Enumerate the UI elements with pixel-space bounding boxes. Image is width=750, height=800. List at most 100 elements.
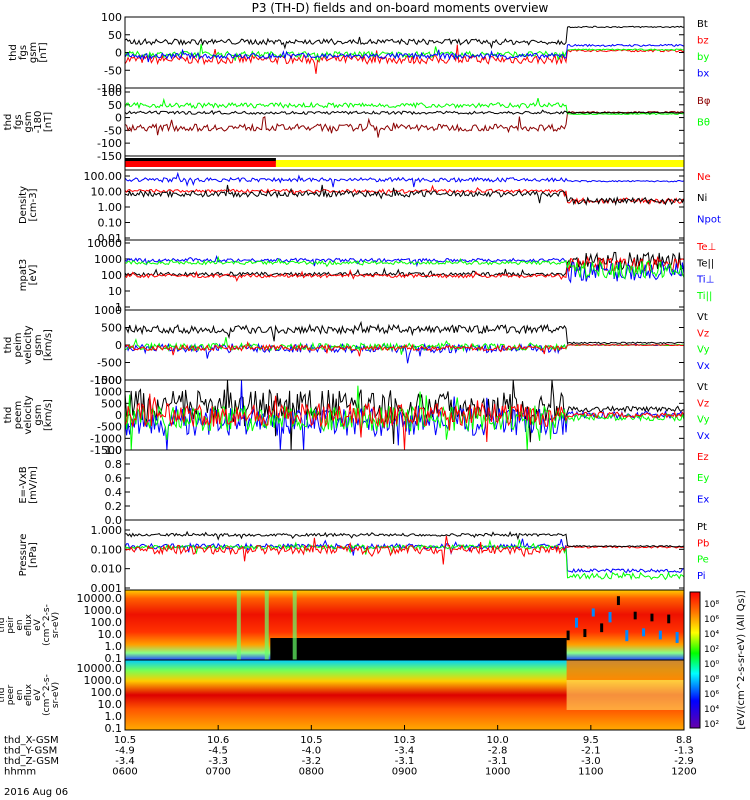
panel-pressure: Pressure [nPa] 1.000 0.100 0.010 0.001 Pt Pb Pe P… [18, 519, 709, 595]
y-tick-label: -100 [97, 82, 122, 95]
spectrogram-feature [566, 660, 684, 680]
legend-entry: Vt [697, 312, 708, 323]
spectrogram-feature [650, 613, 654, 622]
spectrogram-feature [642, 628, 646, 637]
trace-npot [125, 171, 684, 188]
spectrogram-feature [574, 617, 578, 628]
spectrogram-feature [608, 612, 612, 623]
colorbar-tick-label: 10² [704, 720, 719, 730]
y-axis-label-line: eV [33, 618, 43, 631]
x-tick-label: -3.4 [395, 746, 415, 757]
trace-bphi [125, 110, 684, 138]
x-tick-label: -1.3 [674, 746, 694, 757]
y-axis-label: thd fgs gsm -180 [nT] [3, 111, 54, 134]
y-axis-label-line: thd [0, 688, 7, 703]
spectrogram-feature [583, 629, 587, 638]
spectrogram-feature [591, 608, 595, 617]
trace-zero [125, 109, 684, 116]
y-axis-label-line: velocity [23, 395, 34, 434]
y-tick-label: 0.1 [105, 722, 123, 735]
y-tick-label: 1.0 [105, 640, 123, 653]
y-axis-label-line: thd [3, 407, 14, 424]
y-axis-label-line: [nT] [43, 112, 54, 132]
trace-bz [125, 44, 684, 74]
trace-vy [125, 385, 684, 450]
x-tick-label: -3.1 [488, 756, 508, 767]
y-tick-label: 0.001 [91, 582, 123, 595]
legend-entry: Vy [697, 415, 710, 426]
mode-bar [275, 160, 684, 167]
panel-traces [125, 251, 684, 284]
legend-entry: Bθ [697, 117, 710, 128]
x-tick-label: -2.1 [581, 746, 601, 757]
y-axis-label-line: thd [3, 114, 14, 131]
x-tick-label: 10.5 [114, 735, 136, 746]
y-tick-label: 1000.0 [84, 674, 123, 687]
trace-pi [125, 538, 684, 574]
panel-traces [125, 320, 684, 364]
spectrogram-feature [600, 623, 604, 633]
legend-entry: Pt [697, 522, 707, 533]
y-tick-label: 100 [101, 86, 122, 99]
x-tick-label: 1100 [578, 767, 603, 778]
y-axis-label-line: [mV/m] [28, 466, 39, 504]
x-tick-label: 9.5 [583, 735, 599, 746]
legend-entry: Ez [697, 452, 709, 463]
mode-bar [125, 161, 276, 167]
panel-peer: thd peer en eflux eV (cm^2-s-sr-eV)10000.0100… [0, 659, 685, 735]
y-axis-label: thd peem velocity gsm [km/s] [3, 395, 54, 434]
trace-tepar [125, 251, 684, 279]
legend-entry: Ey [697, 473, 709, 484]
panel-frame [124, 87, 685, 157]
y-axis-label-line: fgs [13, 114, 24, 129]
y-axis-label-line: E=-VxB [18, 466, 29, 503]
spectrogram-gap [270, 638, 567, 660]
spectrogram-feature [667, 614, 671, 624]
x-tick-label: -3.4 [115, 756, 135, 767]
panel-frame [124, 449, 685, 521]
legend-entry: bx [697, 69, 709, 80]
y-axis-label: Pressure [nPa] [18, 534, 39, 577]
legend-entry: Vx [697, 361, 710, 372]
y-axis-label: E=-VxB [mV/m] [18, 466, 39, 504]
colorbar-tick-label: 10⁶ [704, 615, 719, 625]
x-tick-label: -3.1 [395, 756, 415, 767]
legend-entry: Pb [697, 538, 709, 549]
y-tick-label: 0.8 [105, 458, 123, 471]
y-tick-label: 0 [115, 47, 122, 60]
panel-fgs: thd fgs gsm [nT] 100 50 0 -50 -100 Bt bz by bx [8, 11, 709, 95]
y-axis-label-line: gsm [28, 42, 39, 63]
x-tick-label: -4.0 [302, 746, 322, 757]
y-tick-label: 100.0 [91, 616, 123, 629]
y-axis-label-line: (cm^2-s- [42, 604, 52, 646]
trace-tipar [125, 255, 684, 280]
y-axis-label-line: [eV] [28, 265, 39, 286]
y-tick-label: 1.0 [105, 710, 123, 723]
y-axis-label-line: thd [0, 618, 7, 633]
x-tick-label: -3.2 [302, 756, 322, 767]
y-axis-label-line: Pressure [18, 534, 29, 577]
x-axis-row-label: thd_X-GSM [4, 735, 59, 746]
legend-entry: Vy [697, 345, 710, 356]
y-tick-label: -50 [104, 124, 122, 137]
x-tick-label: 10.0 [487, 735, 509, 746]
legend-entry: Ni [697, 193, 707, 204]
panel-frame [124, 519, 685, 591]
x-tick-label: 0900 [392, 767, 417, 778]
x-tick-label: 0600 [112, 767, 137, 778]
x-tick-label: 1200 [671, 767, 696, 778]
y-tick-label: -500 [97, 421, 122, 434]
y-tick-label: 0.1 [105, 652, 123, 665]
trace-btheta [125, 97, 684, 116]
colorbar: 10⁸ 10⁶ 10⁴ 10² 10⁰ 10⁸ 10⁶ 10⁴ 10² [eV/(cm^2-s-s… [689, 590, 747, 730]
panel-mode [124, 155, 685, 171]
y-axis-label-line: mpat3 [18, 259, 29, 292]
y-axis-label-line: en [15, 689, 25, 700]
y-tick-label: -1000 [90, 432, 122, 445]
y-axis-label-line: eV [33, 688, 43, 701]
colorbar-scale [689, 591, 701, 729]
legend-entry: Pi [697, 571, 706, 582]
y-tick-label: 10000.0 [77, 662, 123, 675]
y-tick-label: 10000.0 [77, 592, 123, 605]
